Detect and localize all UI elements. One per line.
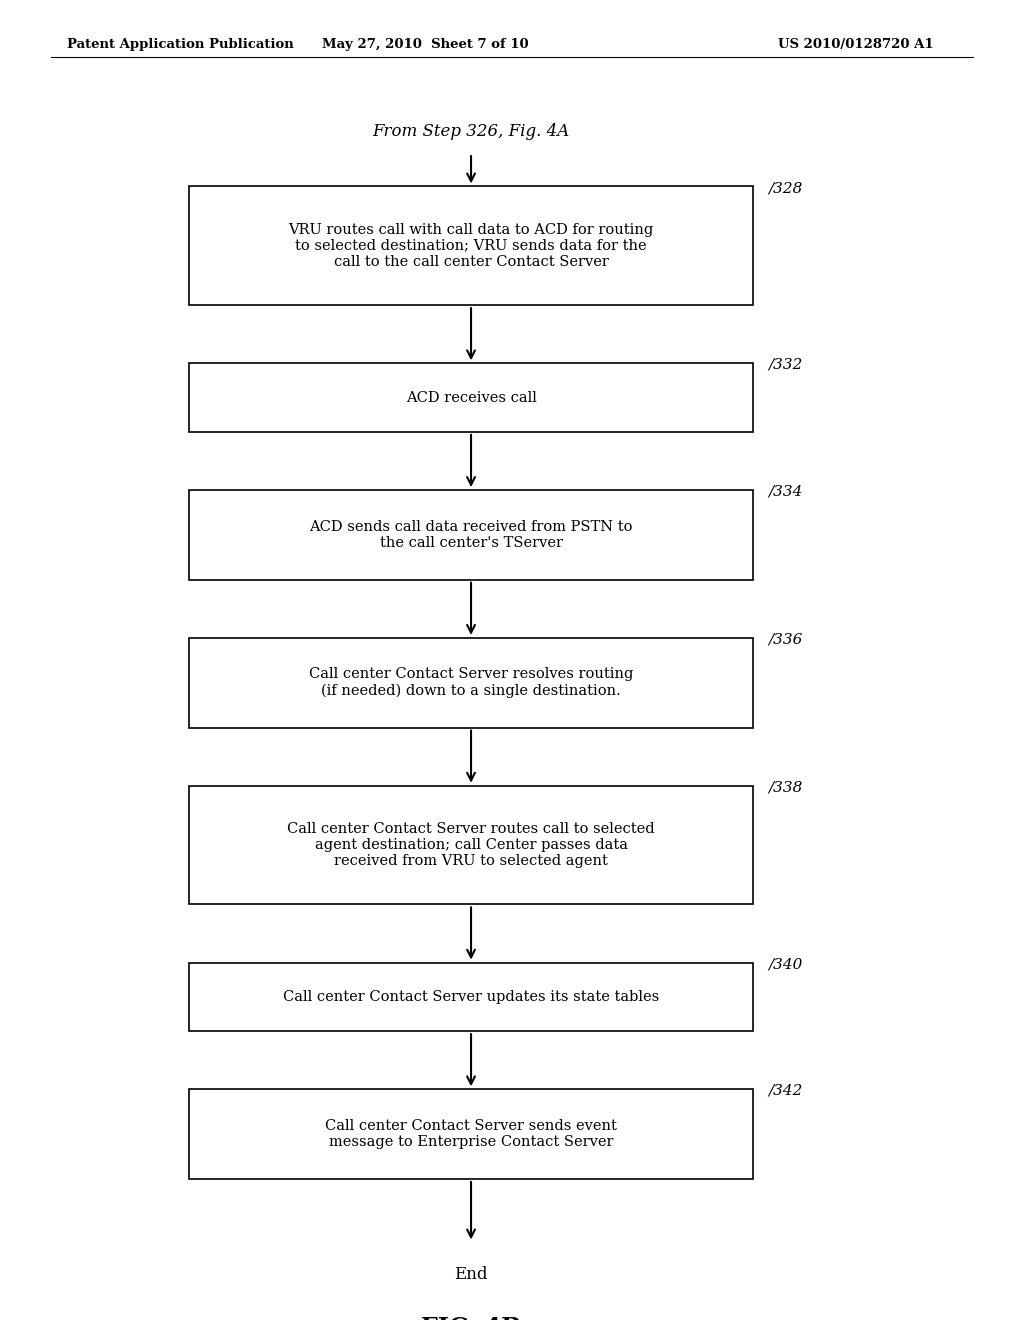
Text: /332: /332 — [768, 358, 803, 372]
FancyBboxPatch shape — [189, 490, 753, 579]
Text: VRU routes call with call data to ACD for routing
to selected destination; VRU s: VRU routes call with call data to ACD fo… — [289, 223, 653, 269]
Text: /342: /342 — [768, 1084, 803, 1098]
Text: /328: /328 — [768, 181, 803, 195]
Text: /338: /338 — [768, 780, 803, 795]
FancyBboxPatch shape — [189, 638, 753, 727]
Text: US 2010/0128720 A1: US 2010/0128720 A1 — [778, 38, 934, 51]
FancyBboxPatch shape — [189, 962, 753, 1031]
Text: /336: /336 — [768, 632, 803, 647]
FancyBboxPatch shape — [189, 1089, 753, 1179]
FancyBboxPatch shape — [189, 186, 753, 305]
FancyBboxPatch shape — [189, 363, 753, 432]
Text: End: End — [455, 1266, 487, 1283]
Text: ACD sends call data received from PSTN to
the call center's TServer: ACD sends call data received from PSTN t… — [309, 520, 633, 550]
Text: Call center Contact Server resolves routing
(if needed) down to a single destina: Call center Contact Server resolves rout… — [309, 668, 633, 698]
Text: FIG. 4B: FIG. 4B — [421, 1316, 521, 1320]
FancyBboxPatch shape — [189, 785, 753, 904]
Text: May 27, 2010  Sheet 7 of 10: May 27, 2010 Sheet 7 of 10 — [322, 38, 528, 51]
Text: /340: /340 — [768, 957, 803, 972]
Text: Patent Application Publication: Patent Application Publication — [67, 38, 293, 51]
Text: From Step 326, Fig. 4A: From Step 326, Fig. 4A — [373, 124, 569, 140]
Text: Call center Contact Server routes call to selected
agent destination; call Cente: Call center Contact Server routes call t… — [287, 822, 655, 869]
Text: ACD receives call: ACD receives call — [406, 391, 537, 405]
Text: /334: /334 — [768, 484, 803, 499]
Text: Call center Contact Server updates its state tables: Call center Contact Server updates its s… — [283, 990, 659, 1005]
Text: Call center Contact Server sends event
message to Enterprise Contact Server: Call center Contact Server sends event m… — [325, 1119, 617, 1150]
